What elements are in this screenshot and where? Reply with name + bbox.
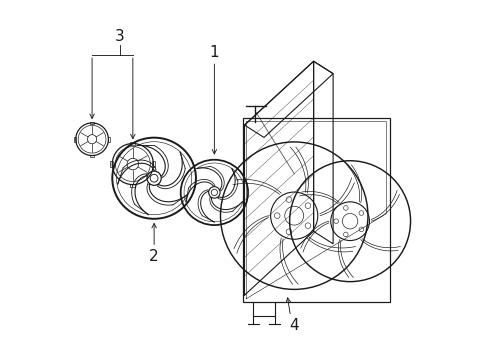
Text: 1: 1 <box>209 45 219 60</box>
Text: 2: 2 <box>149 249 159 264</box>
Text: 3: 3 <box>115 29 124 44</box>
Text: 4: 4 <box>289 318 298 333</box>
